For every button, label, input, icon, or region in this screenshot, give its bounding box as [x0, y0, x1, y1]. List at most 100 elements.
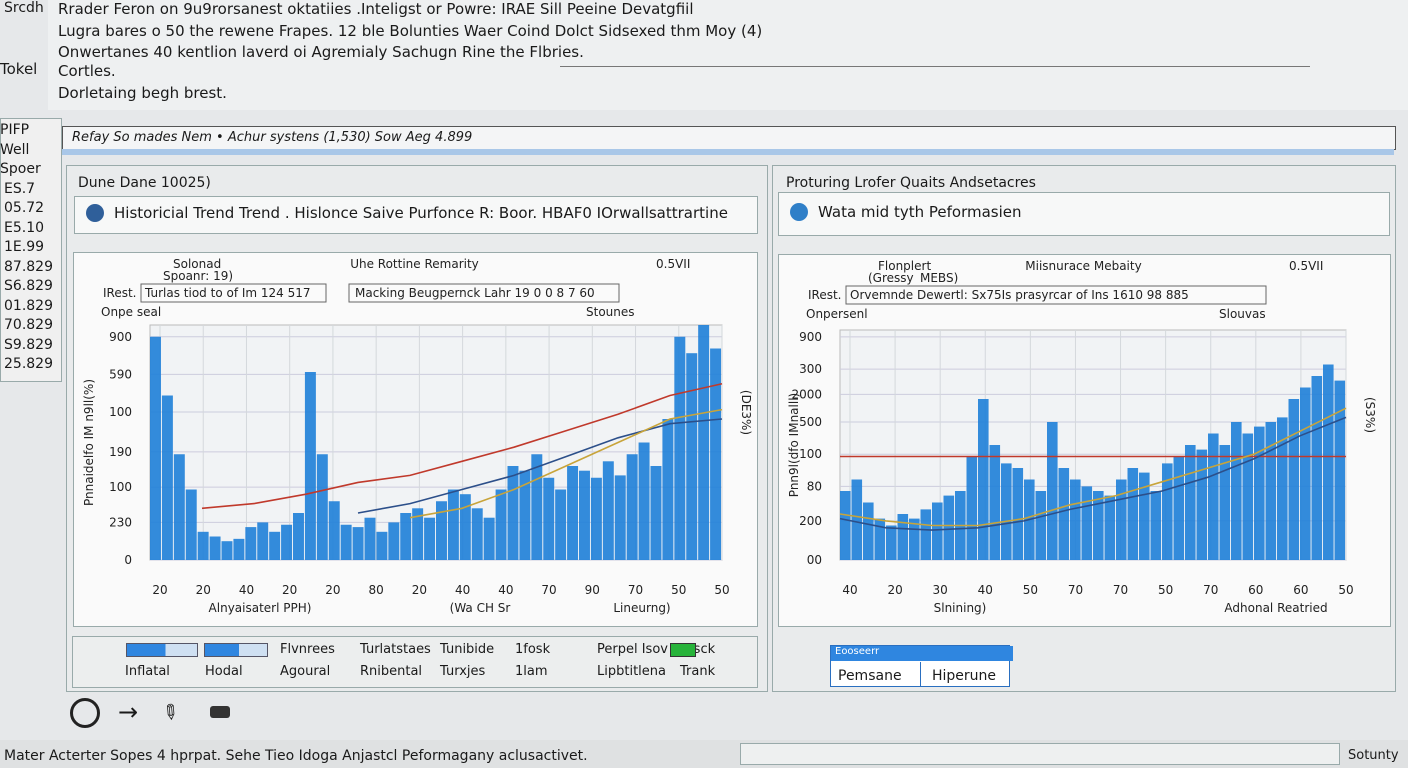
y-tick-label: 590: [109, 367, 132, 381]
trend-line: [839, 416, 1347, 531]
bar: [1311, 376, 1323, 560]
header-panel: [48, 0, 1408, 110]
chart-title: Uhe Rottine Remarity: [350, 257, 479, 271]
bar: [1242, 433, 1254, 560]
panel-icon: [86, 204, 104, 222]
legend-label: Trank: [680, 664, 716, 679]
sidebar: [0, 118, 62, 382]
legend-label: Tunibide: [440, 642, 495, 657]
x-axis-title: Adhonal Reatried: [1224, 601, 1327, 615]
sidebar-item: ES.7: [4, 180, 36, 197]
chart-label: MEBS): [920, 271, 958, 285]
sidebar-item: 1E.99: [4, 239, 45, 255]
bar: [886, 525, 897, 560]
legend-label: Turlatstaes: [360, 642, 431, 657]
legend-swatch: [670, 643, 696, 657]
x-tick-label: 30: [933, 583, 948, 597]
bar: [662, 419, 674, 560]
bar: [1254, 426, 1265, 560]
chart-title: Miisnurace Mebaity: [1025, 259, 1141, 273]
bar: [863, 502, 874, 560]
info-box: [348, 283, 620, 303]
x-tick-label: 70: [541, 583, 556, 597]
header-line: Rrader Feron on 9u9rorsanest oktatiies .…: [58, 0, 694, 18]
record-button[interactable]: [70, 698, 100, 728]
sidebar-item: Spoer: [0, 161, 41, 177]
x-tick-label: 20: [887, 583, 902, 597]
chart-label: 0.5VII: [1289, 259, 1323, 273]
info-text: Macking Beugpernck Lahr 19 0 0 8 7 60: [355, 286, 595, 300]
x-tick-label: 40: [842, 583, 857, 597]
bar: [161, 395, 173, 560]
x-tick-label: 50: [671, 583, 686, 597]
bar: [555, 489, 567, 560]
x-tick-label: 20: [412, 583, 427, 597]
bar: [932, 502, 943, 560]
info-box: [845, 285, 1267, 305]
sidebar-item: PIFP: [0, 122, 30, 138]
bar: [400, 513, 412, 560]
bar: [1001, 463, 1012, 560]
y-tick-label: 100: [109, 480, 132, 494]
legend-swatch: [126, 643, 198, 657]
tool-button[interactable]: [210, 706, 230, 718]
bar: [150, 336, 161, 560]
forward-button[interactable]: →: [118, 698, 139, 726]
y-tick-label: 0: [124, 553, 132, 567]
x-tick-label: 70: [1113, 583, 1128, 597]
y-axis-title: Pnnaidelfo IM n9ll(%): [82, 379, 96, 506]
bar: [293, 513, 304, 560]
mini-table-cell: Pemsane: [838, 668, 902, 684]
panel-header: [74, 196, 758, 234]
bar: [602, 461, 614, 560]
info-box: [140, 283, 327, 303]
x-tick-label: 20: [325, 583, 340, 597]
chart-label: 0.5VII: [656, 257, 690, 271]
bar: [507, 466, 519, 560]
mini-table-cell: Hiperune: [932, 668, 997, 684]
bar: [1300, 387, 1311, 560]
x-tick-label: 50: [1023, 583, 1038, 597]
chart-label: IRest.: [103, 286, 137, 300]
bar: [1185, 445, 1196, 560]
sidebar-item: Well: [0, 141, 30, 158]
y2-axis-title: (S3%): [1363, 397, 1377, 433]
x-tick-label: 50: [1158, 583, 1173, 597]
chart-note: Onpe seal: [101, 305, 161, 319]
legend-label: Lipbtitlena: [597, 664, 666, 679]
y-tick-label: 00: [807, 553, 822, 567]
bar: [471, 508, 483, 560]
x-tick-label: 90: [585, 583, 600, 597]
bar: [1196, 449, 1208, 560]
mini-table-title: Eooseerr: [831, 646, 1013, 661]
bar: [1070, 479, 1081, 560]
sidebar-item: 25.829: [4, 356, 53, 372]
panel-icon: [790, 203, 808, 221]
toolbar-text: Refay So mades Nem • Achur systens (1,53…: [72, 130, 473, 145]
bar: [567, 466, 579, 560]
header-line: Onwertanes 40 kentlion laverd oi Agremia…: [58, 43, 584, 61]
chart-note: Onpersenl: [806, 307, 868, 321]
bar: [1208, 433, 1219, 560]
legend-label: Turxjes: [440, 664, 486, 679]
x-tick-label: 60: [1248, 583, 1263, 597]
bar: [966, 456, 978, 560]
corner-label: Srcdh: [4, 0, 44, 16]
bar: [376, 531, 388, 560]
sidebar-item: E5.10: [4, 219, 45, 236]
y-tick-label: 200: [799, 514, 822, 528]
x-tick-label: 50: [714, 583, 729, 597]
y-tick-label: 190: [109, 445, 132, 459]
sidebar-item: 01.829: [4, 297, 53, 314]
corner-label: Tokel: [0, 60, 38, 78]
trend-line: [839, 407, 1347, 527]
y-tick-label: 900: [799, 330, 822, 344]
y-tick-label: 100: [109, 405, 132, 419]
panel-header-text: Historicial Trend Trend . Hislonce Saive…: [114, 204, 728, 222]
bar: [519, 470, 531, 560]
bar: [1116, 479, 1127, 560]
bar: [388, 522, 400, 560]
header-line: Lugra bares o 50 the rewene Frapes. 12 b…: [58, 22, 763, 40]
